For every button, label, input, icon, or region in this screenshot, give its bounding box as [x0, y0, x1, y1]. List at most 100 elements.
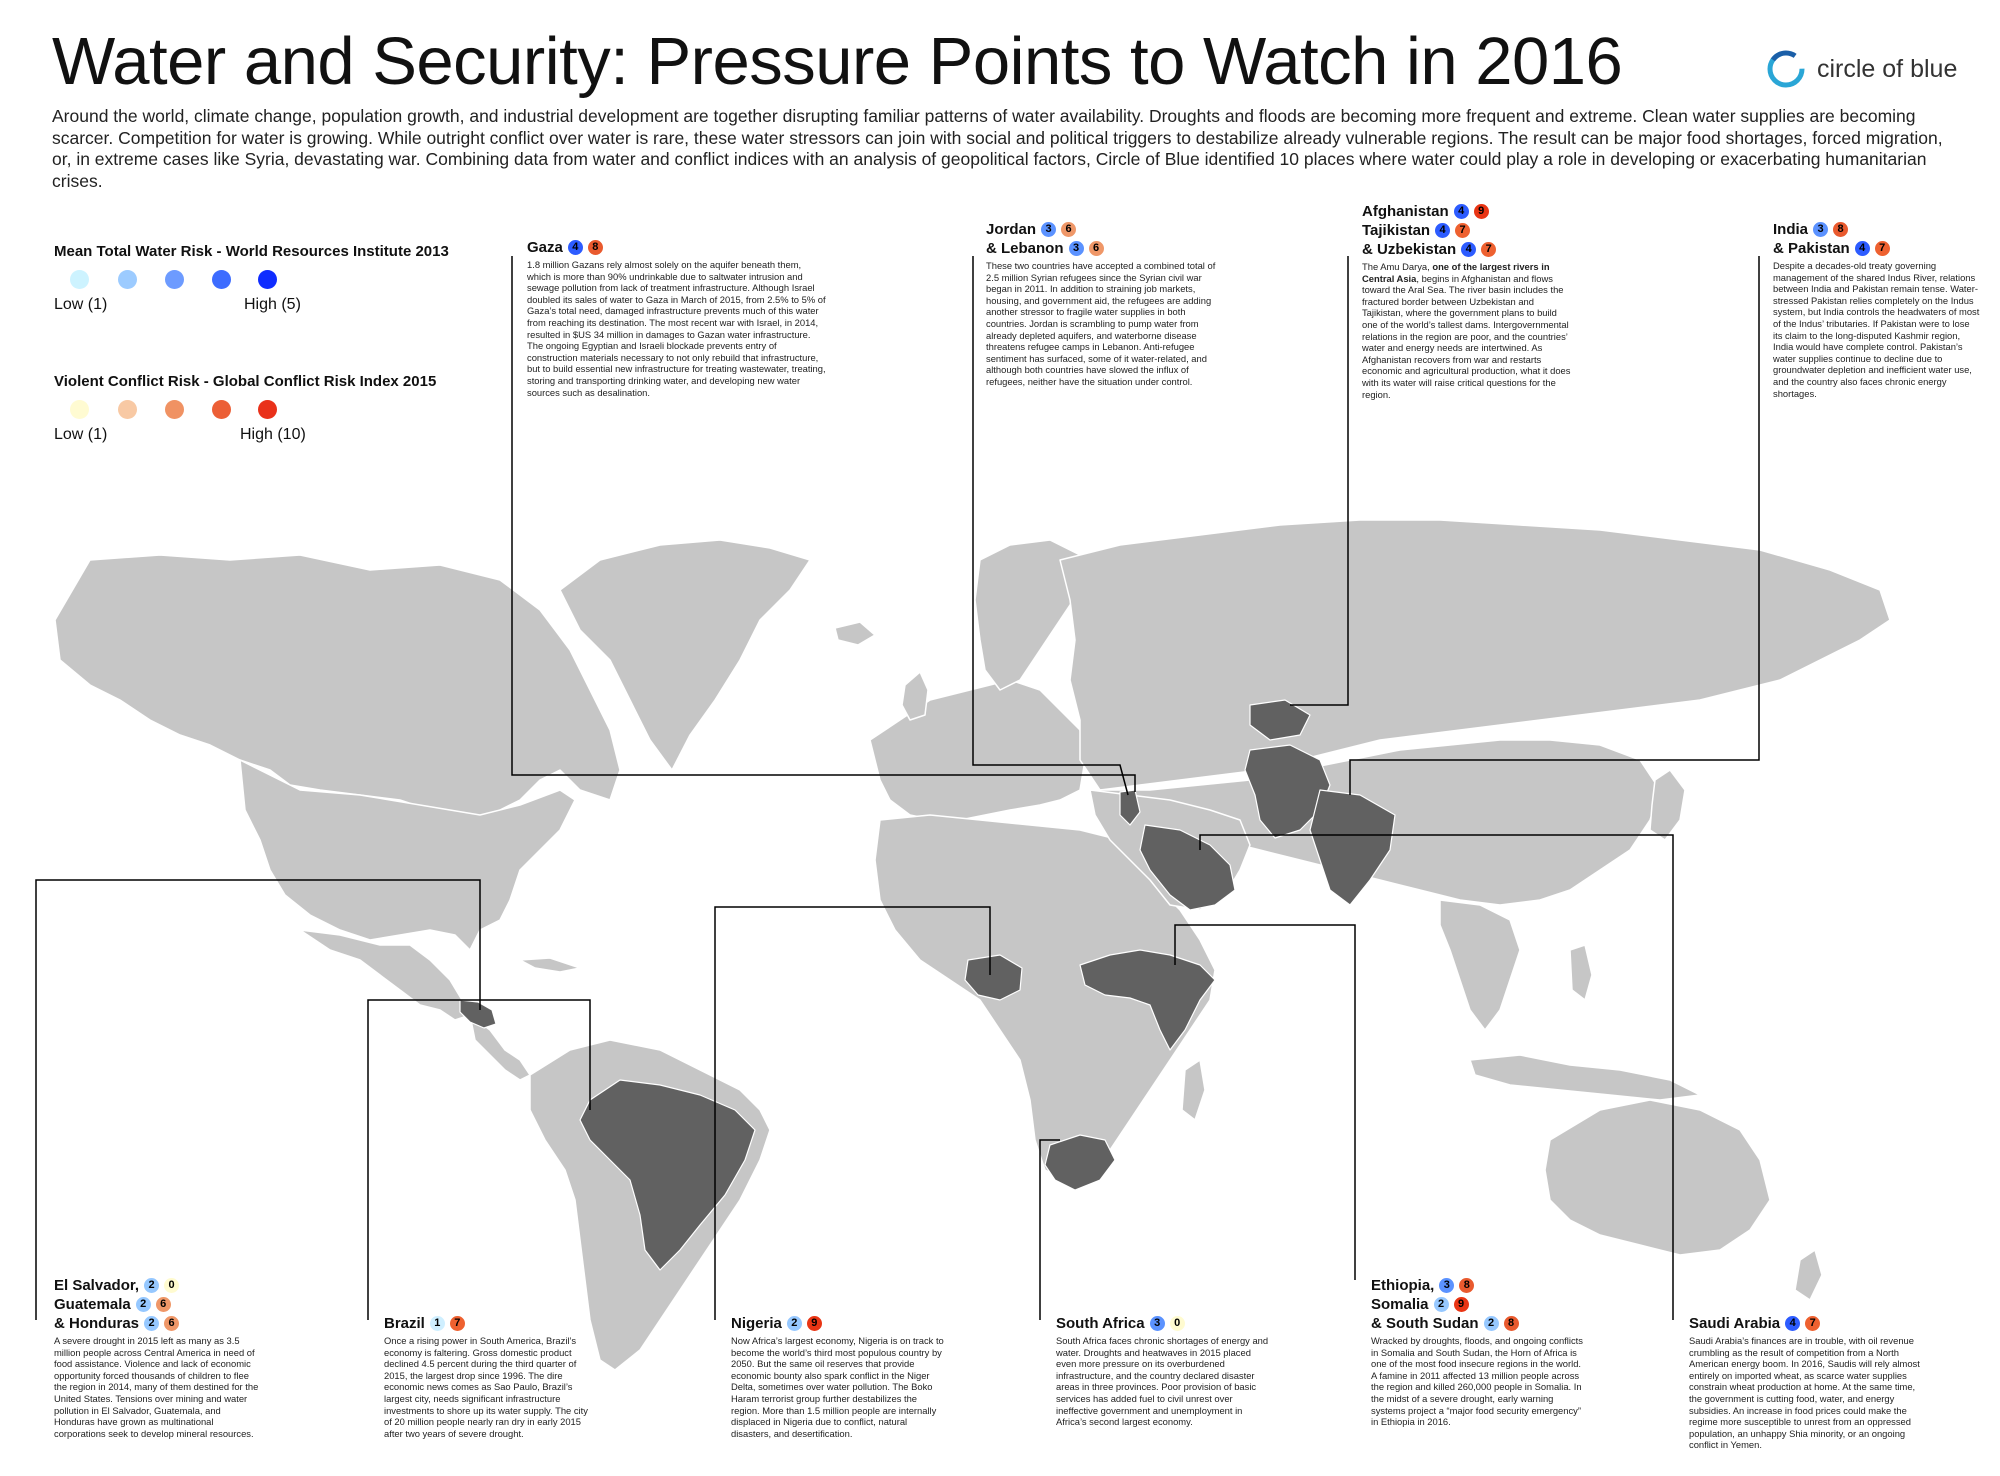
- callout-southafrica-text: South Africa faces chronic shortages of …: [1056, 1335, 1269, 1428]
- land-philippines: [1569, 944, 1593, 1001]
- callout-elsalvador-guatemala-honduras: El Salvador, 2 0 Guatemala 2 6 & Hondura…: [54, 1276, 259, 1439]
- leader-afghanistan: [1290, 256, 1349, 706]
- callout-jordan-text: These two countries have accepted a comb…: [986, 260, 1216, 387]
- land-scandinavia: [974, 539, 1081, 691]
- callout-gaza-text: 1.8 million Gazans rely almost solely on…: [527, 259, 826, 398]
- water-risk-swatch-1: [70, 270, 89, 289]
- callout-ethiopia-row: Ethiopia, 3 8: [1371, 1276, 1586, 1295]
- intro-paragraph: Around the world, climate change, popula…: [52, 106, 1943, 191]
- callout-nigeria-text: Now Africa’s largest economy, Nigeria is…: [731, 1335, 944, 1439]
- callout-afghanistan-text-bold: one of the largest rivers in Central Asi…: [1362, 261, 1550, 284]
- conflict-risk-badge: 7: [1874, 241, 1890, 256]
- water-risk-badge: 3: [1813, 222, 1829, 237]
- water-risk-badge: 3: [1041, 222, 1057, 237]
- water-risk-badge: 4: [1785, 1316, 1801, 1331]
- circle-of-blue-logo-icon: [1767, 50, 1805, 88]
- leader-brazil: [367, 999, 591, 1320]
- leader-elsalvador: [35, 879, 481, 1320]
- water-risk-swatch-5: [258, 270, 277, 289]
- leader-saudi: [1199, 834, 1674, 1320]
- conflict-risk-high-label: High (10): [240, 426, 306, 443]
- conflict-risk-badge: 6: [155, 1297, 171, 1312]
- leader-southafrica: [1039, 1139, 1060, 1320]
- callout-guatemala-name: Guatemala: [54, 1296, 131, 1313]
- conflict-risk-badge: 8: [1503, 1316, 1519, 1331]
- callout-uzbekistan-row: & Uzbekistan 4 7: [1362, 240, 1574, 259]
- conflict-risk-badge: 8: [1459, 1278, 1475, 1293]
- callout-afghanistan-text: The Amu Darya, one of the largest rivers…: [1362, 261, 1574, 400]
- land-greenland: [559, 539, 811, 771]
- callout-afghanistan-tajikistan-uzbekistan: Afghanistan 4 9 Tajikistan 4 7 & Uzbekis…: [1362, 202, 1574, 400]
- land-madagascar: [1181, 1059, 1206, 1121]
- callout-india-text: Despite a decades-old treaty governing m…: [1773, 260, 1980, 399]
- conflict-risk-badge: 7: [1455, 223, 1471, 238]
- callout-tajikistan-row: Tajikistan 4 7: [1362, 221, 1574, 240]
- water-risk-badge: 1: [429, 1316, 445, 1331]
- conflict-risk-badge: 6: [1061, 222, 1077, 237]
- callout-afghanistan-row: Afghanistan 4 9: [1362, 202, 1574, 221]
- callout-somalia-row: Somalia 2 9: [1371, 1295, 1586, 1314]
- land-iceland: [834, 621, 876, 646]
- land-central-america: [469, 1014, 531, 1081]
- conflict-risk-badge: 0: [164, 1278, 180, 1293]
- water-risk-badge: 3: [1439, 1278, 1455, 1293]
- callout-gaza-row: Gaza 4 8: [527, 238, 827, 257]
- callout-south-africa: South Africa 3 0 South Africa faces chro…: [1056, 1314, 1271, 1428]
- water-risk-badge: 2: [1483, 1316, 1499, 1331]
- callout-nigeria-row: Nigeria 2 9: [731, 1314, 946, 1333]
- conflict-risk-swatch-2: [118, 400, 137, 419]
- callout-saudi-text: Saudi Arabia’s finances are in trouble, …: [1689, 1335, 1920, 1451]
- callout-pakistan-name: & Pakistan: [1773, 240, 1850, 257]
- callout-ethiopia-somalia-south-sudan: Ethiopia, 3 8 Somalia 2 9 & South Sudan …: [1371, 1276, 1586, 1428]
- land-new-zealand: [1794, 1249, 1823, 1301]
- callout-lebanon-row: & Lebanon 3 6: [986, 239, 1226, 258]
- callout-india-row: India 3 8: [1773, 220, 1980, 239]
- leader-nigeria: [714, 906, 991, 1320]
- leader-india: [1349, 256, 1760, 795]
- water-risk-badge: 2: [135, 1297, 151, 1312]
- water-risk-low-label: Low (1): [54, 296, 108, 313]
- land-japan: [1649, 769, 1686, 841]
- conflict-risk-low-label: Low (1): [54, 426, 108, 443]
- water-risk-swatch-4: [212, 270, 231, 289]
- callout-jordan-name: Jordan: [986, 221, 1037, 238]
- conflict-risk-badge: 9: [806, 1316, 822, 1331]
- callout-india-name: India: [1773, 221, 1809, 238]
- water-risk-badge: 2: [786, 1316, 802, 1331]
- water-risk-badge: 2: [144, 1316, 160, 1331]
- callout-lebanon-name: & Lebanon: [986, 240, 1064, 257]
- water-risk-badge: 4: [1461, 242, 1477, 257]
- leader-gaza: [511, 256, 1136, 792]
- conflict-risk-badge: 7: [1481, 242, 1497, 257]
- callout-southsudan-row: & South Sudan 2 8: [1371, 1314, 1586, 1333]
- water-risk-badge: 2: [144, 1278, 160, 1293]
- water-risk-high-label: High (5): [244, 296, 301, 313]
- callout-uzbekistan-name: & Uzbekistan: [1362, 241, 1457, 258]
- callout-afghanistan-text-b: , begins in Afghanistan and flows toward…: [1362, 272, 1571, 400]
- callout-brazil: Brazil 1 7 Once a rising power in South …: [384, 1314, 594, 1439]
- callout-elsalvador-text: A severe drought in 2015 left as many as…: [54, 1335, 259, 1439]
- conflict-risk-swatch-3: [165, 400, 184, 419]
- water-risk-badge: 3: [1068, 241, 1084, 256]
- callout-gaza: Gaza 4 8 1.8 million Gazans rely almost …: [527, 238, 827, 398]
- conflict-risk-badge: 8: [587, 240, 603, 255]
- water-risk-swatch-3: [165, 270, 184, 289]
- callout-somalia-name: Somalia: [1371, 1296, 1429, 1313]
- country-south-africa: [1044, 1134, 1116, 1191]
- water-risk-badge: 4: [1854, 241, 1870, 256]
- water-risk-badge: 4: [1435, 223, 1451, 238]
- circle-of-blue-logo[interactable]: circle of blue: [1765, 48, 1957, 90]
- conflict-risk-badge: 6: [164, 1316, 180, 1331]
- water-risk-swatch-2: [118, 270, 137, 289]
- callout-elsalvador-row: El Salvador, 2 0: [54, 1276, 259, 1295]
- land-australia: [1544, 1099, 1771, 1256]
- callout-nigeria-name: Nigeria: [731, 1315, 782, 1332]
- land-uk: [901, 671, 929, 721]
- callout-india-pakistan: India 3 8 & Pakistan 4 7 Despite a decad…: [1773, 220, 1980, 399]
- callout-afghanistan-text-a: The Amu Darya,: [1362, 261, 1433, 272]
- callout-jordan-lebanon: Jordan 3 6 & Lebanon 3 6 These two count…: [986, 220, 1226, 388]
- water-risk-badge: 3: [1149, 1316, 1165, 1331]
- country-brazil: [579, 1079, 756, 1271]
- land-mexico: [299, 929, 471, 1021]
